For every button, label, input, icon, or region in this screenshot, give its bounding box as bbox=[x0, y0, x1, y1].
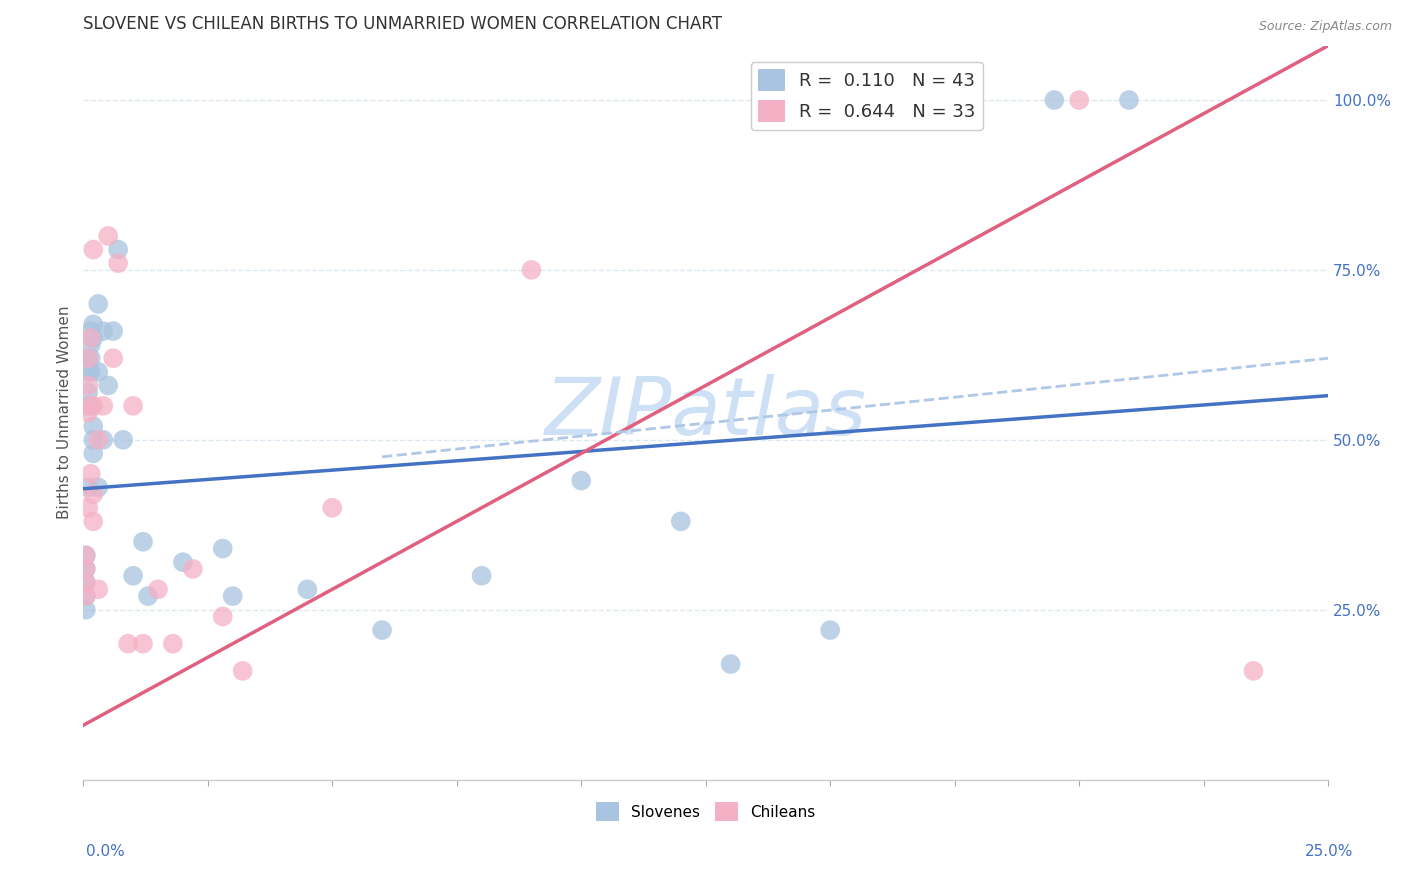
Point bbox=[471, 568, 494, 582]
Point bbox=[77, 385, 100, 400]
Point bbox=[82, 487, 104, 501]
Text: SLOVENE VS CHILEAN BIRTHS TO UNMARRIED WOMEN CORRELATION CHART: SLOVENE VS CHILEAN BIRTHS TO UNMARRIED W… bbox=[83, 15, 723, 33]
Point bbox=[87, 433, 110, 447]
Text: 25.0%: 25.0% bbox=[1305, 845, 1353, 859]
Point bbox=[82, 331, 104, 345]
Point bbox=[720, 657, 742, 671]
Point bbox=[75, 549, 97, 563]
Point bbox=[82, 318, 104, 332]
Point bbox=[91, 433, 114, 447]
Point bbox=[232, 664, 254, 678]
Point bbox=[211, 609, 233, 624]
Point bbox=[371, 623, 394, 637]
Point bbox=[1069, 93, 1091, 107]
Point bbox=[101, 351, 124, 366]
Point bbox=[107, 243, 129, 257]
Point bbox=[82, 243, 104, 257]
Text: 0.0%: 0.0% bbox=[86, 845, 125, 859]
Point bbox=[669, 514, 692, 528]
Point bbox=[297, 582, 319, 597]
Point bbox=[75, 562, 97, 576]
Point bbox=[75, 589, 97, 603]
Point bbox=[77, 351, 100, 366]
Point bbox=[1241, 664, 1264, 678]
Point bbox=[221, 589, 243, 603]
Point bbox=[75, 575, 97, 590]
Point bbox=[77, 378, 100, 392]
Point bbox=[321, 500, 343, 515]
Point bbox=[82, 419, 104, 434]
Point bbox=[80, 399, 103, 413]
Legend: Slovenes, Chileans: Slovenes, Chileans bbox=[589, 797, 821, 827]
Point bbox=[77, 406, 100, 420]
Point bbox=[80, 351, 103, 366]
Point bbox=[80, 324, 103, 338]
Point bbox=[520, 263, 543, 277]
Point bbox=[77, 480, 100, 494]
Point bbox=[77, 351, 100, 366]
Point bbox=[87, 365, 110, 379]
Point bbox=[97, 378, 120, 392]
Text: Source: ZipAtlas.com: Source: ZipAtlas.com bbox=[1258, 20, 1392, 33]
Y-axis label: Births to Unmarried Women: Births to Unmarried Women bbox=[58, 306, 72, 519]
Point bbox=[818, 623, 841, 637]
Point bbox=[1118, 93, 1140, 107]
Point bbox=[77, 399, 100, 413]
Point bbox=[80, 467, 103, 481]
Point bbox=[87, 582, 110, 597]
Point bbox=[82, 399, 104, 413]
Point bbox=[75, 589, 97, 603]
Point bbox=[181, 562, 204, 576]
Text: ZIPatlas: ZIPatlas bbox=[544, 374, 866, 451]
Point bbox=[146, 582, 169, 597]
Point bbox=[569, 474, 592, 488]
Point bbox=[87, 480, 110, 494]
Point bbox=[80, 365, 103, 379]
Point bbox=[117, 637, 139, 651]
Point bbox=[132, 534, 155, 549]
Point bbox=[122, 568, 145, 582]
Point bbox=[91, 399, 114, 413]
Point bbox=[1043, 93, 1066, 107]
Point bbox=[82, 446, 104, 460]
Point bbox=[132, 637, 155, 651]
Point bbox=[107, 256, 129, 270]
Point bbox=[87, 297, 110, 311]
Point bbox=[122, 399, 145, 413]
Point bbox=[80, 337, 103, 351]
Point bbox=[211, 541, 233, 556]
Point bbox=[82, 433, 104, 447]
Point bbox=[162, 637, 184, 651]
Point bbox=[91, 324, 114, 338]
Point bbox=[75, 562, 97, 576]
Point bbox=[80, 331, 103, 345]
Point bbox=[75, 575, 97, 590]
Point bbox=[136, 589, 159, 603]
Point bbox=[82, 514, 104, 528]
Point bbox=[112, 433, 135, 447]
Point bbox=[172, 555, 194, 569]
Point bbox=[77, 365, 100, 379]
Point bbox=[77, 500, 100, 515]
Point bbox=[75, 603, 97, 617]
Point bbox=[97, 229, 120, 244]
Point bbox=[75, 549, 97, 563]
Point bbox=[101, 324, 124, 338]
